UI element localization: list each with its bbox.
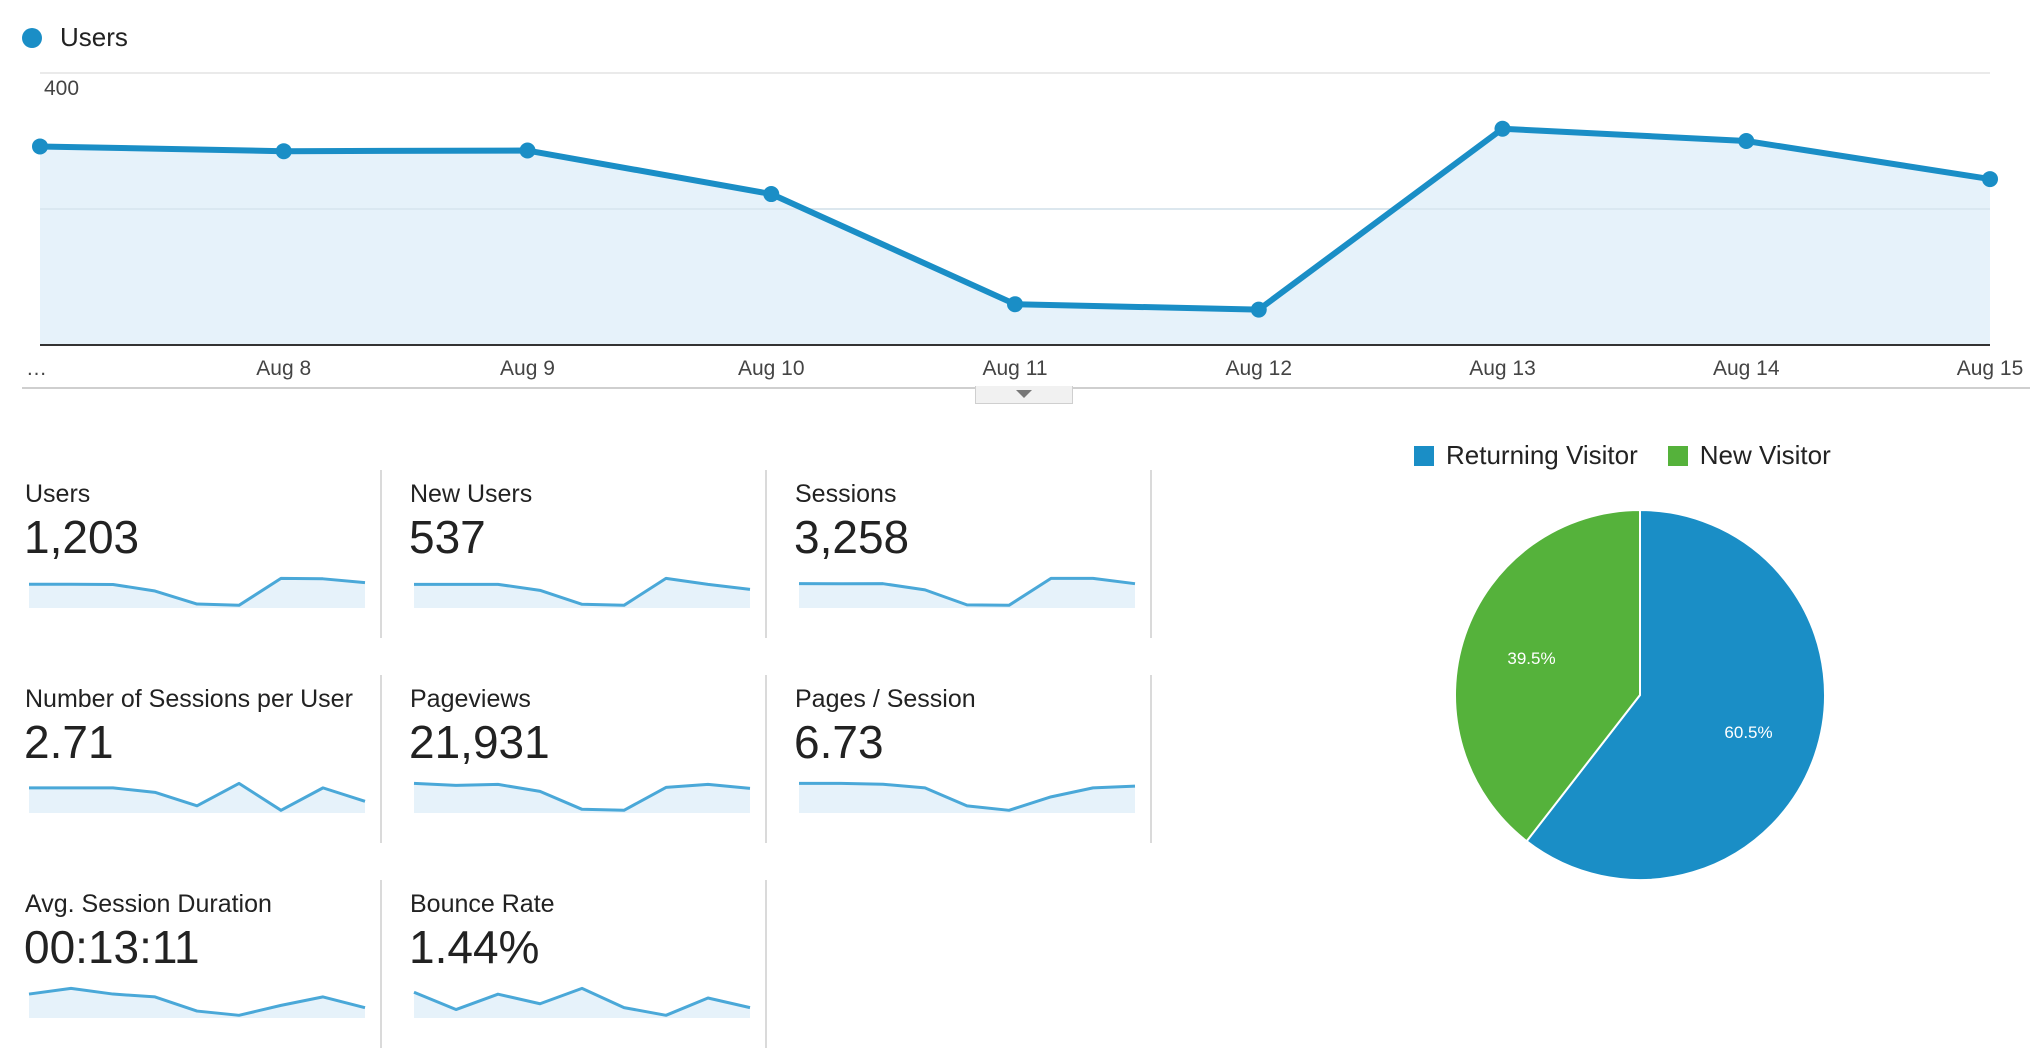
- x-tick-label: Aug 10: [738, 357, 805, 380]
- metric-tile-sessions[interactable]: Sessions 3,258: [792, 470, 1152, 638]
- legend-label: Returning Visitor: [1446, 440, 1638, 470]
- sparkline-line: [29, 576, 366, 607]
- metric-tile-sessions-per-user[interactable]: Number of Sessions per User 2.71: [22, 675, 382, 843]
- x-tick-label: …: [26, 357, 47, 380]
- x-tick-label: Aug 15: [1957, 357, 2024, 380]
- metrics-grid: Users 1,203 New Users 537 Sessions 3,258…: [22, 470, 1162, 1050]
- sparkline-line: [413, 781, 751, 812]
- x-tick-label: Aug 12: [1225, 357, 1292, 380]
- metric-label: Bounce Rate: [410, 890, 555, 918]
- legend-swatch-icon: [1414, 445, 1434, 466]
- sparkline-line: [799, 781, 1136, 812]
- y-tick-label: 400: [44, 77, 79, 100]
- x-tick-label: Aug 11: [983, 357, 1048, 380]
- pie-slice-label: 39.5%: [1507, 649, 1555, 668]
- pie-slice[interactable]: [1525, 508, 1826, 881]
- data-point[interactable]: [275, 143, 292, 160]
- metric-label: Number of Sessions per User: [25, 685, 353, 713]
- sparkline-line: [29, 781, 366, 812]
- sparkline: [799, 781, 1136, 813]
- sparkline: [413, 781, 751, 813]
- metric-label: New Users: [410, 480, 533, 508]
- sparkline: [414, 576, 751, 608]
- metric-value: 21,931: [409, 716, 550, 768]
- metric-tile-pages-per-session[interactable]: Pages / Session 6.73: [792, 675, 1152, 843]
- metric-label: Sessions: [795, 480, 897, 508]
- x-tick-label: Aug 8: [256, 357, 311, 380]
- data-point[interactable]: [1982, 171, 1998, 188]
- pie-slice[interactable]: [1454, 508, 1641, 843]
- legend-label: Users: [60, 22, 128, 52]
- sparkline-area: [29, 783, 365, 813]
- metric-label: Users: [25, 480, 91, 508]
- metric-value: 1,203: [24, 511, 140, 563]
- metric-value: 00:13:11: [24, 921, 200, 973]
- metric-tile-bounce-rate[interactable]: Bounce Rate 1.44%: [407, 880, 767, 1048]
- sparkline-area: [414, 988, 750, 1018]
- sparkline: [413, 986, 751, 1018]
- pie-slice-label: 60.5%: [1724, 723, 1772, 742]
- metric-label: Pages / Session: [795, 685, 976, 713]
- caret-down-icon: [1016, 390, 1032, 398]
- legend-label: New Visitor: [1699, 440, 1831, 470]
- metric-label: Pageviews: [410, 685, 531, 713]
- sparkline-line: [798, 576, 1136, 607]
- metric-value: 2.71: [24, 716, 114, 768]
- x-tick-label: Aug 13: [1469, 357, 1536, 380]
- sparkline-area: [414, 783, 750, 813]
- sparkline-area: [799, 783, 1135, 813]
- metric-value: 1.44%: [409, 921, 540, 973]
- visitor-type-pie-chart[interactable]: 60.5% 39.5%: [1450, 505, 1830, 885]
- data-point[interactable]: [32, 138, 48, 155]
- sparkline-line: [28, 986, 366, 1017]
- x-tick-label: Aug 14: [1713, 357, 1780, 380]
- chart-collapse-handle[interactable]: [975, 386, 1073, 404]
- metric-tile-avg-session-duration[interactable]: Avg. Session Duration 00:13:11: [22, 880, 382, 1048]
- sparkline-line: [414, 576, 751, 607]
- data-point[interactable]: [1494, 120, 1511, 137]
- sparkline-area: [799, 578, 1135, 608]
- data-point[interactable]: [519, 142, 536, 159]
- sparkline: [29, 576, 366, 608]
- sparkline-line: [413, 986, 751, 1017]
- metric-tile-new-users[interactable]: New Users 537: [407, 470, 767, 638]
- legend-item-returning-visitor[interactable]: Returning Visitor: [1414, 440, 1638, 471]
- data-point[interactable]: [763, 186, 780, 203]
- metric-label: Avg. Session Duration: [25, 890, 272, 918]
- sparkline-area: [29, 988, 365, 1018]
- x-tick-label: Aug 9: [500, 357, 555, 380]
- data-point[interactable]: [1738, 133, 1755, 149]
- data-point[interactable]: [1007, 296, 1023, 313]
- metric-tile-pageviews[interactable]: Pageviews 21,931: [407, 675, 767, 843]
- series-area: [40, 128, 1990, 345]
- pie-legend: Returning Visitor New Visitor: [1414, 440, 1861, 471]
- legend-swatch-icon: [1667, 445, 1688, 466]
- sparkline: [29, 781, 366, 813]
- chart-legend: Users: [22, 22, 128, 53]
- legend-item-new-visitor[interactable]: New Visitor: [1667, 440, 1831, 471]
- legend-dot-icon: [22, 27, 42, 48]
- metric-value: 537: [409, 511, 486, 563]
- sparkline: [28, 986, 366, 1018]
- data-point[interactable]: [1250, 301, 1267, 318]
- sparkline: [798, 576, 1136, 608]
- metric-value: 3,258: [794, 511, 910, 563]
- metric-tile-users[interactable]: Users 1,203: [22, 470, 382, 638]
- metric-value: 6.73: [794, 716, 884, 768]
